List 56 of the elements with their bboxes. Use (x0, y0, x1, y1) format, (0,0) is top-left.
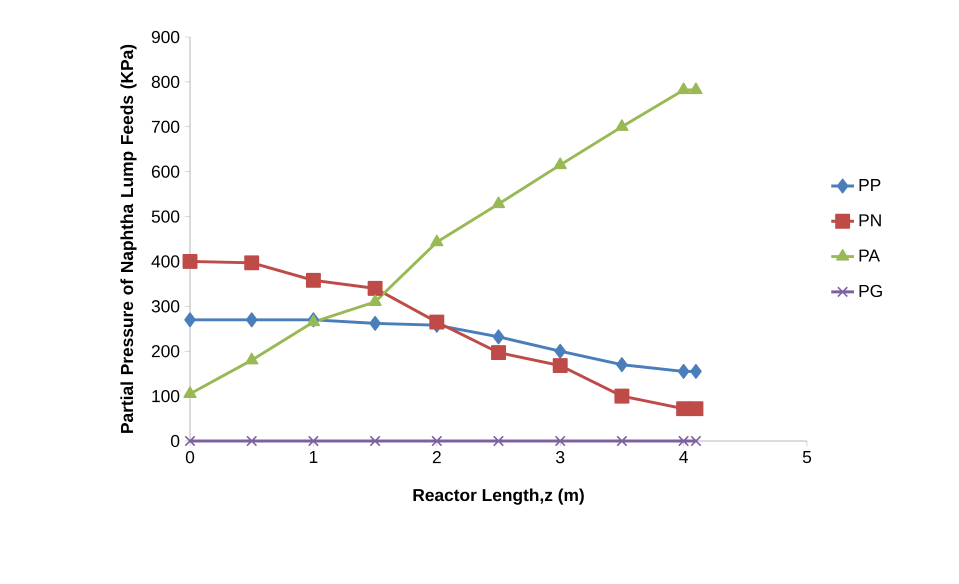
point (492, 196, 506, 208)
x-tick-label: 3 (556, 451, 564, 464)
point (306, 272, 321, 288)
point (184, 435, 196, 446)
point (554, 435, 566, 446)
point (429, 314, 444, 330)
point (689, 82, 703, 94)
point (615, 119, 628, 131)
point (554, 157, 567, 170)
point (677, 82, 690, 94)
point (246, 435, 258, 446)
y-tick-label: 500 (152, 210, 180, 223)
point (431, 435, 442, 446)
point (182, 254, 198, 269)
point (430, 234, 444, 246)
point (492, 329, 504, 344)
point (678, 364, 690, 379)
point (492, 435, 504, 446)
x-axis-title: Reactor Length,z (m) (413, 488, 584, 505)
point (245, 352, 258, 364)
point (184, 312, 196, 328)
point (614, 388, 630, 404)
legend-label: PA (860, 250, 880, 262)
y-tick-label: 300 (152, 300, 180, 312)
y-tick-label: 200 (152, 345, 180, 358)
legend-label: PP (860, 179, 880, 191)
y-tick-label: 900 (152, 30, 180, 44)
y-tick-label: 100 (152, 390, 180, 402)
x-tick-label: 1 (310, 451, 318, 463)
point (246, 312, 258, 328)
y-tick-label: 700 (152, 120, 180, 133)
y-tick-label: 400 (151, 255, 180, 268)
point (688, 401, 704, 416)
y-tick-label: 800 (152, 76, 180, 88)
point (554, 344, 566, 359)
point (690, 364, 702, 379)
point (244, 255, 260, 270)
legend-label: PG (860, 284, 882, 298)
point (552, 358, 568, 374)
x-tick-label: 5 (802, 451, 812, 464)
point (616, 357, 628, 372)
point (368, 280, 383, 296)
point (368, 294, 382, 306)
y-tick-label: 0 (170, 434, 180, 448)
point (308, 435, 319, 446)
point (306, 314, 320, 326)
x-tick-label: 2 (432, 451, 441, 464)
y-axis-title: Partial Pressure of Naphtha Lump Feeds (KPa) (120, 44, 137, 433)
y-tick-label: 600 (152, 166, 180, 178)
point (491, 345, 506, 360)
point (370, 435, 381, 446)
x-tick-label: 4 (679, 451, 688, 463)
point (369, 316, 381, 331)
x-tick-label: 0 (186, 451, 194, 464)
point (616, 435, 628, 446)
legend-label: PN (860, 214, 881, 226)
